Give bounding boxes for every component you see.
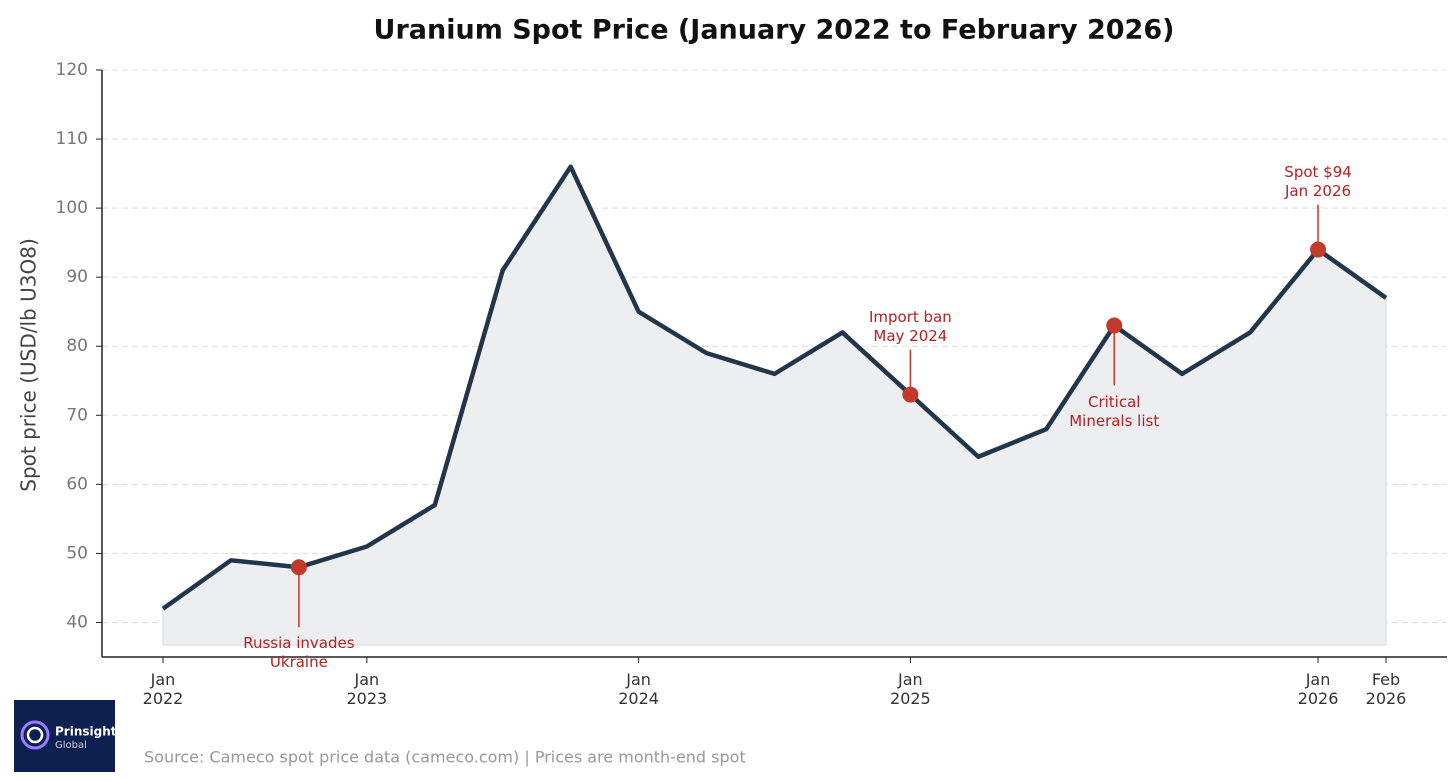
x-tick-label: Feb 2026 [1365, 670, 1407, 708]
line [161, 164, 1388, 611]
y-tick-label: 60 [66, 474, 88, 494]
annotation-label: Critical Minerals list [1069, 392, 1160, 430]
x-tick-label: Jan 2026 [1297, 670, 1339, 708]
y-axis-label: Spot price (USD/lb U3O8) [17, 238, 41, 491]
y-tick-label: 70 [66, 405, 88, 425]
y-tick-label: 120 [56, 60, 88, 80]
annotation-marker [1106, 317, 1123, 334]
annotation-label: Spot $94 Jan 2026 [1284, 162, 1352, 200]
logo-subtitle: Global [55, 740, 87, 751]
source-note: Source: Cameco spot price data (cameco.c… [144, 748, 746, 767]
logo-icon [26, 726, 44, 744]
y-tick-label: 90 [66, 267, 88, 287]
logo-name: Prinsights [55, 725, 124, 739]
logo-icon [20, 720, 50, 750]
annotation-marker [1310, 241, 1327, 258]
y-tick-label: 110 [56, 129, 88, 149]
logo-box [14, 700, 115, 772]
y-tick-label: 80 [66, 336, 88, 356]
annotation-marker [902, 386, 919, 403]
y-tick-label: 100 [56, 198, 88, 218]
x-tick-label: Jan 2023 [346, 670, 388, 708]
annotation-label: Import ban May 2024 [868, 307, 952, 345]
y-tick-label: 50 [66, 543, 88, 563]
x-tick-label: Jan 2024 [618, 670, 659, 708]
annotation-label: Russia invades Ukraine [243, 634, 355, 672]
x-tick-label: Jan 2022 [142, 670, 184, 708]
chart-title: Uranium Spot Price (January 2022 to Febr… [374, 15, 1175, 46]
area [162, 165, 1387, 646]
x-tick-label: Jan 2025 [890, 670, 931, 708]
annotation-marker [290, 559, 307, 576]
y-tick-label: 40 [66, 612, 88, 632]
